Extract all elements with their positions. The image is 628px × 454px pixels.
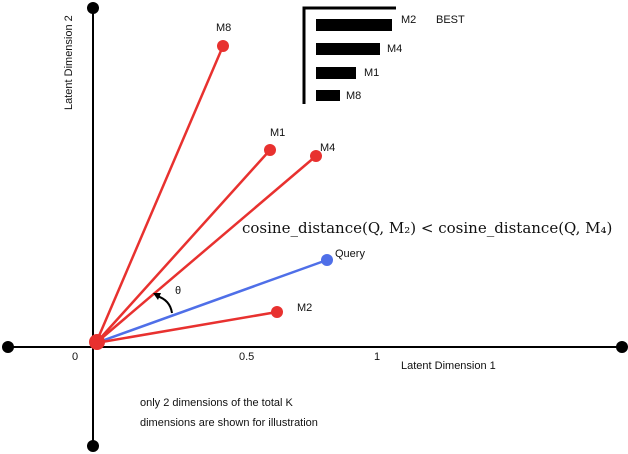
vector-point (271, 306, 283, 318)
y-axis-label: Latent Dimension 2 (63, 15, 75, 110)
vector-label: M8 (216, 22, 231, 34)
angle-label: θ (175, 285, 181, 297)
ranking-label: M2 (401, 14, 416, 26)
x-tick-label: 0 (72, 351, 78, 363)
axis-end (87, 2, 99, 14)
axis-end (87, 440, 99, 452)
axis-end (2, 341, 14, 353)
vector-line (95, 149, 271, 344)
ranking-label: M8 (346, 90, 361, 102)
query-line (95, 258, 328, 345)
ranking-bracket (302, 6, 396, 104)
vector-point (264, 144, 276, 156)
best-label: BEST (436, 14, 465, 26)
query-point (321, 254, 333, 266)
x-tick-label: 0.5 (239, 351, 254, 363)
vector-label: M4 (320, 142, 335, 154)
ranking-label: M4 (387, 43, 402, 55)
ranking-label: M1 (364, 67, 379, 79)
ranking-bar (316, 90, 340, 101)
formula: cosine_distance(Q, M₂) < cosine_distance… (242, 219, 612, 237)
origin-point (89, 334, 105, 350)
ranking-bar (316, 67, 356, 79)
angle-arc (156, 295, 173, 314)
ranking-bar (316, 43, 380, 55)
ranking-bar (316, 19, 392, 31)
vector-line (95, 310, 278, 345)
vector-line (94, 45, 225, 344)
vector-line (95, 155, 317, 344)
vector-point (217, 40, 229, 52)
vector-label: M2 (297, 302, 312, 314)
x-tick-label: 1 (374, 351, 380, 363)
vector-label: M1 (270, 127, 285, 139)
angle-arrow (153, 293, 161, 300)
axis-end (616, 341, 628, 353)
vector-point (310, 150, 322, 162)
vector-label: Query (335, 248, 365, 260)
note-line: dimensions are shown for illustration (140, 417, 318, 429)
note-line: only 2 dimensions of the total K (140, 397, 294, 409)
x-axis-label: Latent Dimension 1 (401, 360, 496, 372)
